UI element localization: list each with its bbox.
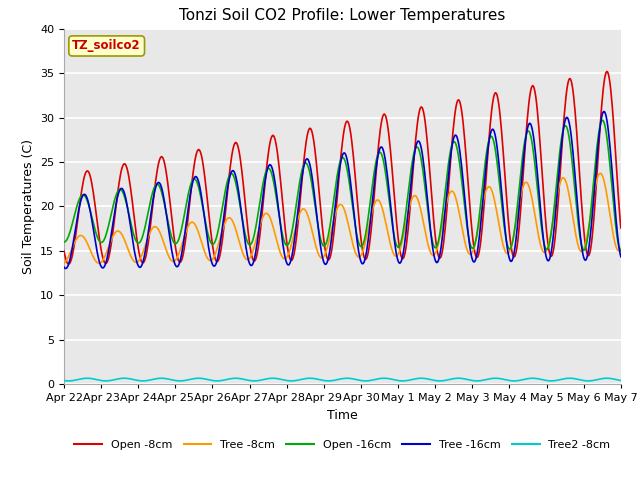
X-axis label: Time: Time (327, 408, 358, 421)
Legend: Open -8cm, Tree -8cm, Open -16cm, Tree -16cm, Tree2 -8cm: Open -8cm, Tree -8cm, Open -16cm, Tree -… (70, 436, 615, 455)
Title: Tonzi Soil CO2 Profile: Lower Temperatures: Tonzi Soil CO2 Profile: Lower Temperatur… (179, 9, 506, 24)
Text: TZ_soilco2: TZ_soilco2 (72, 39, 141, 52)
Y-axis label: Soil Temperatures (C): Soil Temperatures (C) (22, 139, 35, 274)
